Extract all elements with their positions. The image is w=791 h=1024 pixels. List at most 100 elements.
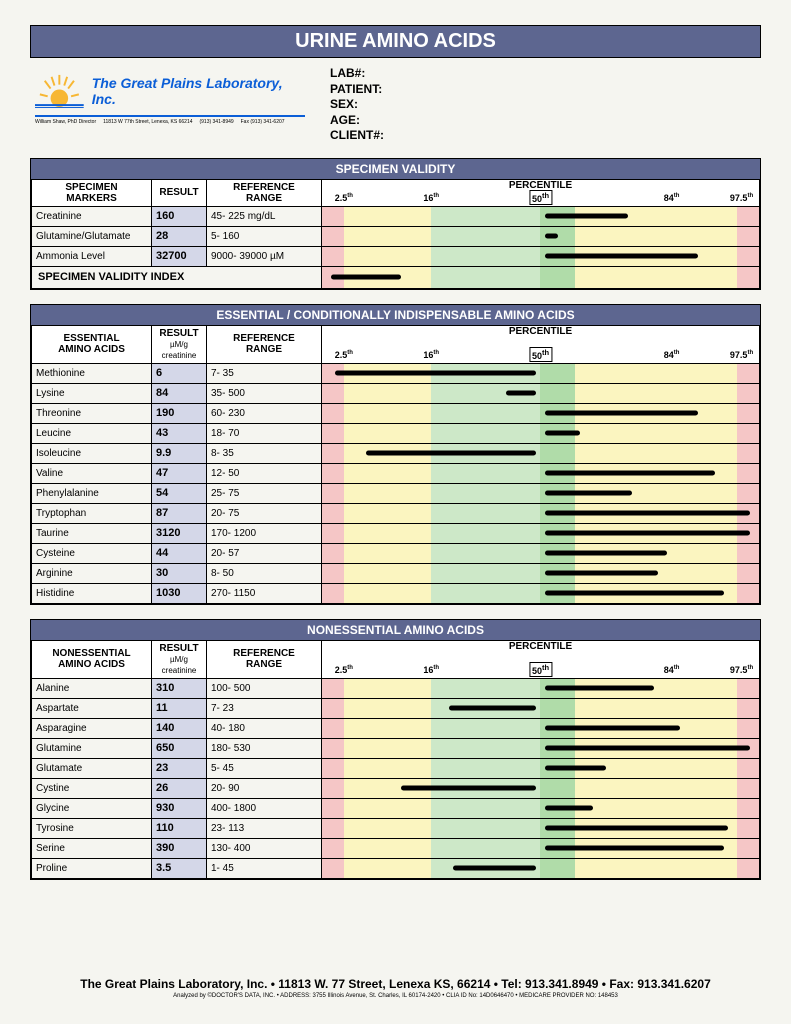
percentile-cell bbox=[322, 698, 760, 718]
data-row: Taurine 3120 170- 1200 bbox=[32, 523, 760, 543]
percentile-cell bbox=[322, 423, 760, 443]
percentile-bg bbox=[322, 544, 759, 563]
percentile-cell bbox=[322, 858, 760, 878]
reference-range: 20- 75 bbox=[207, 503, 322, 523]
percentile-bar bbox=[545, 766, 606, 771]
percentile-bar bbox=[545, 746, 750, 751]
data-row: Phenylalanine 54 25- 75 bbox=[32, 483, 760, 503]
result-value: 3120 bbox=[152, 523, 207, 543]
logo-addr: 11813 W 77th Street, Lenexa, KS 66214 bbox=[103, 119, 192, 125]
percentile-bar bbox=[545, 551, 667, 556]
percentile-cell bbox=[322, 523, 760, 543]
data-row: Valine 47 12- 50 bbox=[32, 463, 760, 483]
sun-logo-icon bbox=[35, 71, 84, 111]
reference-range: 18- 70 bbox=[207, 423, 322, 443]
pct-tick-97.5: 97.5th bbox=[730, 350, 753, 360]
percentile-cell bbox=[322, 483, 760, 503]
percentile-cell bbox=[322, 758, 760, 778]
marker-name: Tyrosine bbox=[32, 818, 152, 838]
reference-range: 180- 530 bbox=[207, 738, 322, 758]
percentile-bar bbox=[545, 806, 593, 811]
result-value: 140 bbox=[152, 718, 207, 738]
reference-range: 7- 35 bbox=[207, 363, 322, 383]
marker-name: Glutamine bbox=[32, 738, 152, 758]
data-row: Glutamate 23 5- 45 bbox=[32, 758, 760, 778]
percentile-cell bbox=[322, 246, 760, 266]
marker-name: Methionine bbox=[32, 363, 152, 383]
percentile-header: PERCENTILE 2.5th16th50th84th97.5th bbox=[322, 179, 760, 206]
marker-name: Cysteine bbox=[32, 543, 152, 563]
percentile-bg bbox=[322, 564, 759, 583]
percentile-cell bbox=[322, 383, 760, 403]
col-range-header: REFERENCERANGE bbox=[207, 640, 322, 678]
percentile-cell bbox=[322, 266, 760, 288]
percentile-bg bbox=[322, 779, 759, 798]
marker-name: Aspartate bbox=[32, 698, 152, 718]
percentile-bar bbox=[545, 826, 729, 831]
section-title: ESSENTIAL / CONDITIONALLY INDISPENSABLE … bbox=[31, 305, 760, 325]
data-row: Histidine 1030 270- 1150 bbox=[32, 583, 760, 603]
pct-tick-84: 84th bbox=[664, 350, 680, 360]
reference-range: 23- 113 bbox=[207, 818, 322, 838]
reference-range: 45- 225 mg/dL bbox=[207, 206, 322, 226]
marker-name: Creatinine bbox=[32, 206, 152, 226]
pct-tick-84: 84th bbox=[664, 193, 680, 203]
result-value: 23 bbox=[152, 758, 207, 778]
pct-tick-97.5: 97.5th bbox=[730, 665, 753, 675]
marker-name: Ammonia Level bbox=[32, 246, 152, 266]
data-row: Serine 390 130- 400 bbox=[32, 838, 760, 858]
percentile-bar bbox=[545, 254, 698, 259]
pct-tick-50: 50th bbox=[529, 662, 552, 677]
percentile-cell bbox=[322, 503, 760, 523]
pct-tick-2.5: 2.5th bbox=[335, 350, 353, 360]
field-patient: PATIENT: bbox=[330, 82, 384, 98]
percentile-cell bbox=[322, 583, 760, 603]
data-row: Glutamine/Glutamate 28 5- 160 bbox=[32, 226, 760, 246]
percentile-bg bbox=[322, 679, 759, 698]
marker-name: Serine bbox=[32, 838, 152, 858]
marker-name: Tryptophan bbox=[32, 503, 152, 523]
reference-range: 130- 400 bbox=[207, 838, 322, 858]
result-value: 110 bbox=[152, 818, 207, 838]
pct-tick-97.5: 97.5th bbox=[730, 193, 753, 203]
percentile-bg bbox=[322, 759, 759, 778]
data-row: Arginine 30 8- 50 bbox=[32, 563, 760, 583]
percentile-bar bbox=[545, 531, 750, 536]
percentile-bg bbox=[322, 424, 759, 443]
marker-name: Glutamate bbox=[32, 758, 152, 778]
percentile-bg bbox=[322, 799, 759, 818]
marker-name: Alanine bbox=[32, 678, 152, 698]
result-value: 310 bbox=[152, 678, 207, 698]
col-result-header: RESULTµM/g creatinine bbox=[152, 640, 207, 678]
percentile-bar bbox=[545, 511, 750, 516]
result-value: 32700 bbox=[152, 246, 207, 266]
data-table: SPECIMENMARKERS RESULT REFERENCERANGE PE… bbox=[31, 179, 760, 289]
percentile-cell bbox=[322, 543, 760, 563]
percentile-cell bbox=[322, 778, 760, 798]
percentile-bar bbox=[545, 214, 628, 219]
percentile-cell bbox=[322, 838, 760, 858]
logo-fax: Fax (913) 341-6207 bbox=[241, 119, 285, 125]
result-value: 87 bbox=[152, 503, 207, 523]
section-1: ESSENTIAL / CONDITIONALLY INDISPENSABLE … bbox=[30, 304, 761, 605]
percentile-cell bbox=[322, 443, 760, 463]
pct-tick-84: 84th bbox=[664, 665, 680, 675]
percentile-bg bbox=[322, 859, 759, 878]
percentile-cell bbox=[322, 798, 760, 818]
section-2: NONESSENTIAL AMINO ACIDS NONESSENTIALAMI… bbox=[30, 619, 761, 880]
result-value: 650 bbox=[152, 738, 207, 758]
reference-range: 40- 180 bbox=[207, 718, 322, 738]
percentile-bar bbox=[401, 786, 536, 791]
percentile-header: PERCENTILE 2.5th16th50th84th97.5th bbox=[322, 325, 760, 363]
marker-name: Isoleucine bbox=[32, 443, 152, 463]
result-value: 390 bbox=[152, 838, 207, 858]
marker-name: Histidine bbox=[32, 583, 152, 603]
section-0: SPECIMEN VALIDITY SPECIMENMARKERS RESULT… bbox=[30, 158, 761, 290]
result-value: 9.9 bbox=[152, 443, 207, 463]
data-row: Tyrosine 110 23- 113 bbox=[32, 818, 760, 838]
reference-range: 35- 500 bbox=[207, 383, 322, 403]
percentile-cell bbox=[322, 738, 760, 758]
percentile-header: PERCENTILE 2.5th16th50th84th97.5th bbox=[322, 640, 760, 678]
data-table: NONESSENTIALAMINO ACIDS RESULTµM/g creat… bbox=[31, 640, 760, 879]
result-value: 44 bbox=[152, 543, 207, 563]
